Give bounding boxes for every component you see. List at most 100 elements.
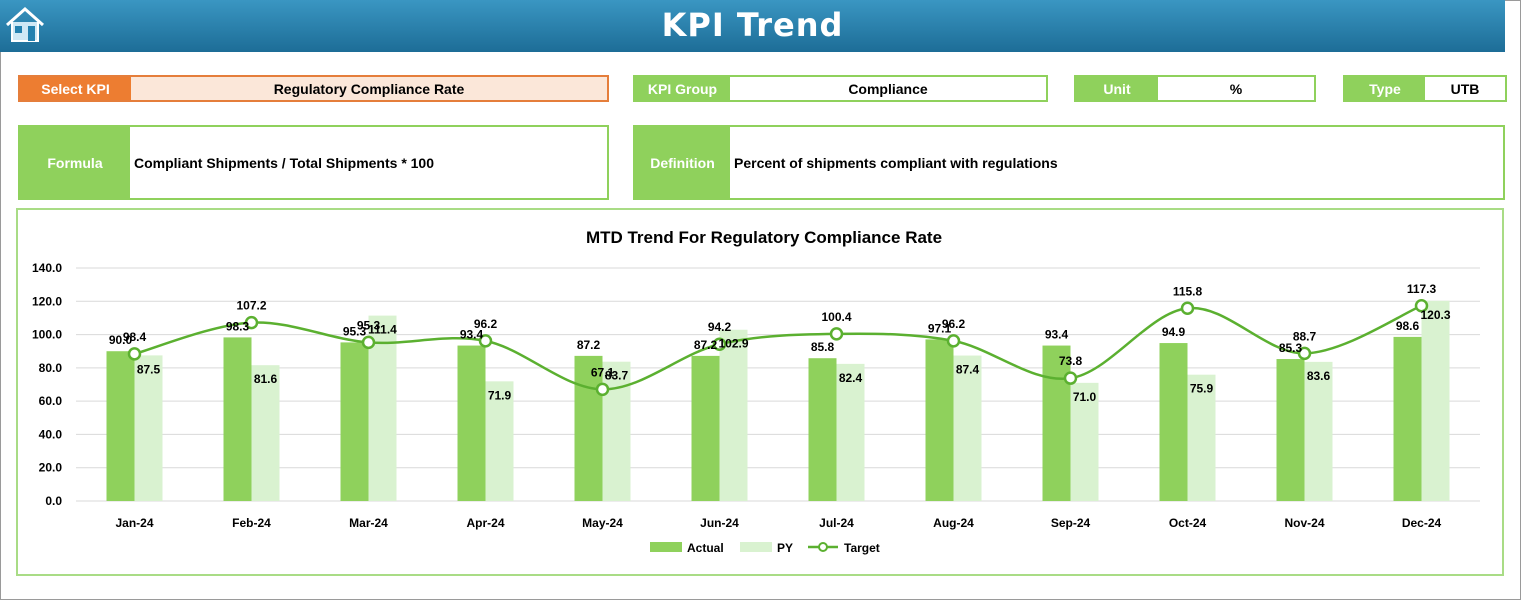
- target-data-label: 95.3: [357, 318, 381, 332]
- target-point: [127, 347, 142, 361]
- py-bar: [251, 365, 280, 501]
- type-field: Type UTB: [1343, 75, 1507, 102]
- kpi-group-field: KPI Group Compliance: [633, 75, 1048, 102]
- definition-label: Definition: [635, 127, 730, 198]
- definition-field: Definition Percent of shipments complian…: [633, 125, 1505, 200]
- py-bar: [134, 355, 163, 501]
- actual-bar: [340, 342, 369, 501]
- py-data-label: 83.7: [605, 369, 629, 383]
- select-kpi-field[interactable]: Select KPI Regulatory Compliance Rate: [18, 75, 609, 102]
- formula-value: Compliant Shipments / Total Shipments * …: [134, 154, 435, 171]
- target-point: [1063, 371, 1078, 385]
- home-icon[interactable]: [4, 6, 46, 44]
- target-data-label: 96.2: [474, 317, 498, 331]
- y-tick-label: 60.0: [39, 394, 63, 408]
- y-tick-label: 100.0: [32, 328, 62, 342]
- x-tick-label: Oct-24: [1169, 516, 1207, 530]
- py-bar: [1421, 300, 1450, 501]
- chart-title: MTD Trend For Regulatory Compliance Rate: [586, 228, 942, 247]
- py-bar: [953, 355, 982, 501]
- py-bar: [1187, 374, 1216, 501]
- select-kpi-value[interactable]: Regulatory Compliance Rate: [131, 77, 607, 100]
- y-tick-label: 0.0: [45, 494, 62, 508]
- actual-bar: [457, 345, 486, 501]
- x-tick-label: Feb-24: [232, 516, 271, 530]
- py-data-label: 87.4: [956, 363, 980, 377]
- actual-data-label: 98.3: [226, 319, 250, 333]
- target-point: [478, 334, 493, 348]
- kpi-group-value: Compliance: [848, 80, 928, 97]
- x-tick-label: Aug-24: [933, 516, 974, 530]
- target-point: [946, 334, 961, 348]
- kpi-group-label: KPI Group: [635, 77, 730, 100]
- target-data-label: 98.4: [123, 330, 147, 344]
- page-title: KPI Trend: [661, 6, 844, 44]
- target-point: [1297, 346, 1312, 361]
- target-point: [595, 382, 610, 397]
- target-line: [134, 304, 1422, 391]
- py-data-label: 81.6: [254, 372, 278, 386]
- unit-value: %: [1229, 80, 1243, 97]
- py-bar: [1304, 361, 1333, 501]
- legend-actual-label: Actual: [687, 541, 724, 555]
- target-point: [1180, 301, 1195, 316]
- target-point: [829, 327, 844, 341]
- target-point: [361, 335, 376, 350]
- target-data-label: 94.2: [708, 320, 732, 334]
- definition-value: Percent of shipments compliant with regu…: [734, 154, 1058, 171]
- py-data-label: 83.6: [1307, 369, 1331, 383]
- x-tick-label: Apr-24: [466, 516, 504, 530]
- py-bar: [1070, 382, 1099, 501]
- actual-bar: [1393, 336, 1422, 501]
- x-tick-label: Mar-24: [349, 516, 388, 530]
- actual-data-label: 95.3: [343, 324, 367, 338]
- type-label: Type: [1345, 77, 1425, 100]
- target-point: [712, 337, 727, 351]
- y-tick-label: 140.0: [32, 261, 62, 275]
- actual-data-label: 87.2: [694, 338, 718, 352]
- actual-data-label: 97.1: [928, 321, 952, 335]
- target-data-label: 88.7: [1293, 329, 1317, 343]
- py-bar: [719, 329, 748, 501]
- y-tick-label: 40.0: [39, 427, 63, 441]
- x-tick-label: Nov-24: [1284, 516, 1324, 530]
- target-data-label: 107.2: [236, 299, 266, 313]
- py-data-label: 120.3: [1420, 308, 1450, 322]
- actual-bar: [106, 351, 135, 501]
- py-data-label: 87.5: [137, 362, 161, 376]
- actual-bar: [808, 358, 837, 501]
- y-tick-label: 20.0: [39, 461, 63, 475]
- actual-data-label: 87.2: [577, 338, 601, 352]
- py-data-label: 75.9: [1190, 382, 1214, 396]
- formula-field: Formula Compliant Shipments / Total Ship…: [18, 125, 609, 200]
- py-bar: [485, 381, 514, 501]
- actual-bar: [925, 339, 954, 501]
- py-data-label: 82.4: [839, 371, 863, 385]
- actual-bar: [574, 355, 603, 501]
- x-tick-label: May-24: [582, 516, 623, 530]
- y-tick-label: 120.0: [32, 294, 62, 308]
- target-data-label: 115.8: [1173, 284, 1203, 298]
- x-tick-label: Jul-24: [819, 516, 854, 530]
- legend-target-label: Target: [844, 541, 880, 555]
- formula-label: Formula: [20, 127, 130, 198]
- actual-data-label: 90.0: [109, 333, 133, 347]
- mtd-trend-chart: MTD Trend For Regulatory Compliance Rate…: [32, 228, 1480, 555]
- actual-bar: [223, 337, 252, 501]
- target-data-label: 67.1: [591, 365, 615, 379]
- legend-target-marker: [818, 542, 828, 552]
- target-point: [244, 315, 259, 330]
- actual-data-label: 94.9: [1162, 325, 1186, 339]
- actual-bar: [691, 355, 720, 501]
- legend-actual-swatch: [650, 542, 682, 552]
- actual-bar: [1159, 343, 1188, 501]
- x-tick-label: Jan-24: [115, 516, 153, 530]
- actual-data-label: 98.6: [1396, 319, 1420, 333]
- select-kpi-label: Select KPI: [20, 77, 131, 100]
- target-data-label: 100.4: [821, 310, 851, 324]
- legend-py-swatch: [740, 542, 772, 552]
- x-tick-label: Dec-24: [1402, 516, 1442, 530]
- type-value: UTB: [1450, 80, 1480, 97]
- x-tick-label: Jun-24: [700, 516, 739, 530]
- actual-data-label: 85.3: [1279, 341, 1303, 355]
